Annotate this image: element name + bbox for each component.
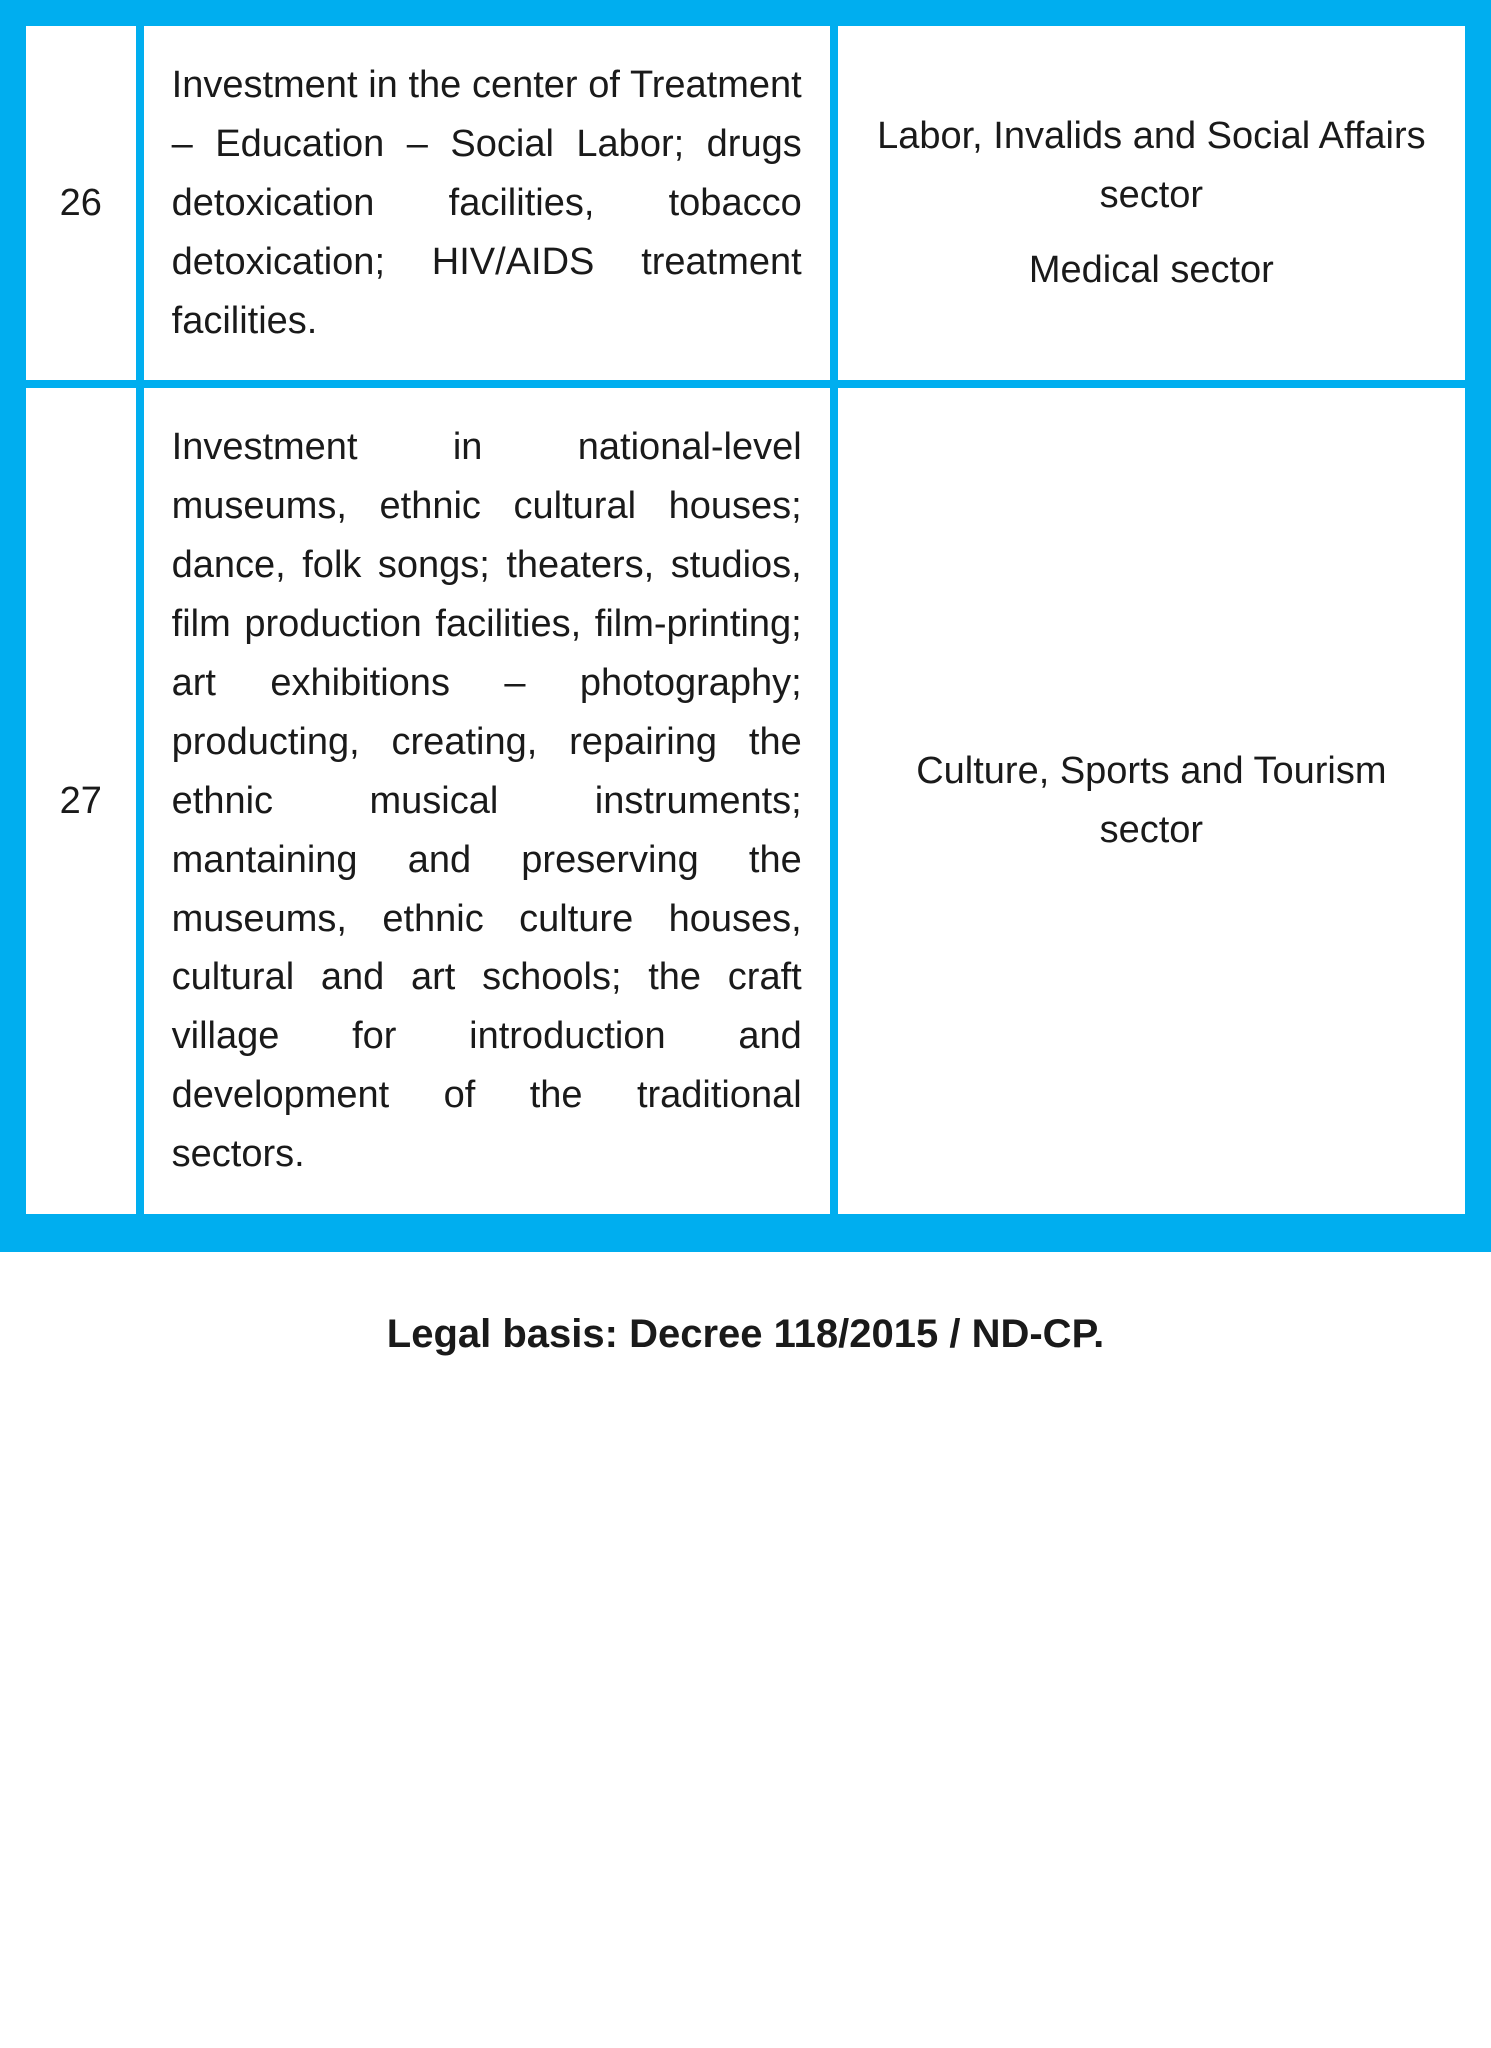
row-number: 27 (22, 384, 140, 1218)
page-container: 26 Investment in the center of Treatment… (0, 0, 1491, 1397)
row-number: 26 (22, 22, 140, 384)
sector-item: Medical sector (866, 241, 1437, 300)
row-description: Investment in the center of Treatment – … (140, 22, 834, 384)
row-sectors: Culture, Sports and Tourism sector (834, 384, 1469, 1218)
table-row: 26 Investment in the center of Treatment… (22, 22, 1469, 384)
investment-table: 26 Investment in the center of Treatment… (18, 18, 1473, 1222)
table-row: 27 Investment in national-level museums,… (22, 384, 1469, 1218)
sector-item: Culture, Sports and Tourism sector (866, 742, 1437, 860)
sector-item: Labor, Invalids and Social Affairs secto… (866, 107, 1437, 225)
table-wrapper: 26 Investment in the center of Treatment… (0, 0, 1491, 1252)
row-description: Investment in national-level museums, et… (140, 384, 834, 1218)
row-sectors: Labor, Invalids and Social Affairs secto… (834, 22, 1469, 384)
legal-basis-footer: Legal basis: Decree 118/2015 / ND-CP. (0, 1252, 1491, 1397)
